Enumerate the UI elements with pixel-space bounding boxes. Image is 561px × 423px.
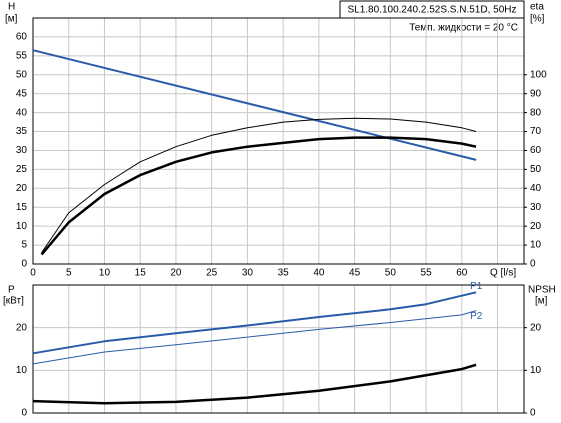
x-tick-label: 40 bbox=[313, 268, 325, 279]
series-label: P2 bbox=[470, 311, 483, 322]
x-tick-label: 35 bbox=[278, 268, 290, 279]
y-tick-label: 20 bbox=[16, 322, 28, 333]
y-tick-label: 0 bbox=[21, 408, 27, 419]
y-tick-label: 55 bbox=[16, 50, 28, 61]
y-tick-label: 10 bbox=[16, 365, 28, 376]
y-tick-label: 15 bbox=[16, 202, 28, 213]
y-unit: [кВт] bbox=[3, 296, 24, 307]
y-unit: [м] bbox=[5, 14, 18, 25]
y-tick-label: 40 bbox=[16, 107, 28, 118]
y-tick-label: 25 bbox=[16, 164, 28, 175]
y2-tick-label: 10 bbox=[530, 240, 542, 251]
y-tick-label: 20 bbox=[16, 183, 28, 194]
line bbox=[32, 49, 477, 161]
y2-label: NPSH bbox=[528, 285, 556, 296]
x-tick-label: 25 bbox=[206, 268, 218, 279]
y2-unit: [%] bbox=[530, 14, 545, 25]
x-tick-label: 55 bbox=[421, 268, 433, 279]
y2-tick-label: 0 bbox=[530, 259, 536, 270]
line bbox=[32, 363, 477, 405]
y2-tick-label: 20 bbox=[530, 221, 542, 232]
x-label: Q [l/s] bbox=[490, 268, 516, 279]
y2-tick-label: 80 bbox=[530, 107, 542, 118]
x-tick-label: 15 bbox=[135, 268, 147, 279]
x-tick-label: 50 bbox=[385, 268, 397, 279]
y2-tick-label: 90 bbox=[530, 88, 542, 99]
y2-tick-label: 70 bbox=[530, 126, 542, 137]
y-tick-label: 5 bbox=[21, 240, 27, 251]
y2-tick-label: 60 bbox=[530, 145, 542, 156]
x-tick-label: 5 bbox=[66, 268, 72, 279]
x-tick-label: 30 bbox=[242, 268, 254, 279]
y2-label: eta bbox=[530, 2, 544, 13]
y-tick-label: 35 bbox=[16, 126, 28, 137]
y2-tick-label: 40 bbox=[530, 183, 542, 194]
y-label: H bbox=[8, 2, 15, 13]
line bbox=[32, 291, 477, 355]
x-tick-label: 20 bbox=[170, 268, 182, 279]
y2-unit: [м] bbox=[535, 296, 548, 307]
y-tick-label: 30 bbox=[16, 145, 28, 156]
y2-tick-label: 30 bbox=[530, 202, 542, 213]
y-tick-label: 0 bbox=[21, 259, 27, 270]
x-tick-label: 0 bbox=[30, 268, 36, 279]
x-tick-label: 60 bbox=[456, 268, 468, 279]
line bbox=[40, 136, 477, 256]
y2-tick-label: 20 bbox=[530, 322, 542, 333]
y-label: P bbox=[8, 285, 15, 296]
line bbox=[32, 310, 477, 365]
plot-frame bbox=[32, 284, 525, 414]
y-tick-label: 45 bbox=[16, 88, 28, 99]
y-tick-label: 60 bbox=[16, 32, 28, 43]
series-label: P1 bbox=[470, 281, 483, 292]
line bbox=[41, 117, 477, 253]
x-tick-label: 45 bbox=[349, 268, 361, 279]
subtitle: Темп. жидкости = 20 °C bbox=[409, 23, 518, 34]
y2-tick-label: 0 bbox=[530, 408, 536, 419]
y2-tick-label: 100 bbox=[530, 69, 547, 80]
chart-title: SL1.80.100.240.2.52S.S.N.51D, 50Hz bbox=[347, 5, 516, 16]
y-tick-label: 10 bbox=[16, 221, 28, 232]
y2-tick-label: 10 bbox=[530, 365, 542, 376]
y-tick-label: 50 bbox=[16, 69, 28, 80]
y2-tick-label: 50 bbox=[530, 164, 542, 175]
plot-frame bbox=[32, 17, 525, 265]
x-tick-label: 10 bbox=[99, 268, 111, 279]
